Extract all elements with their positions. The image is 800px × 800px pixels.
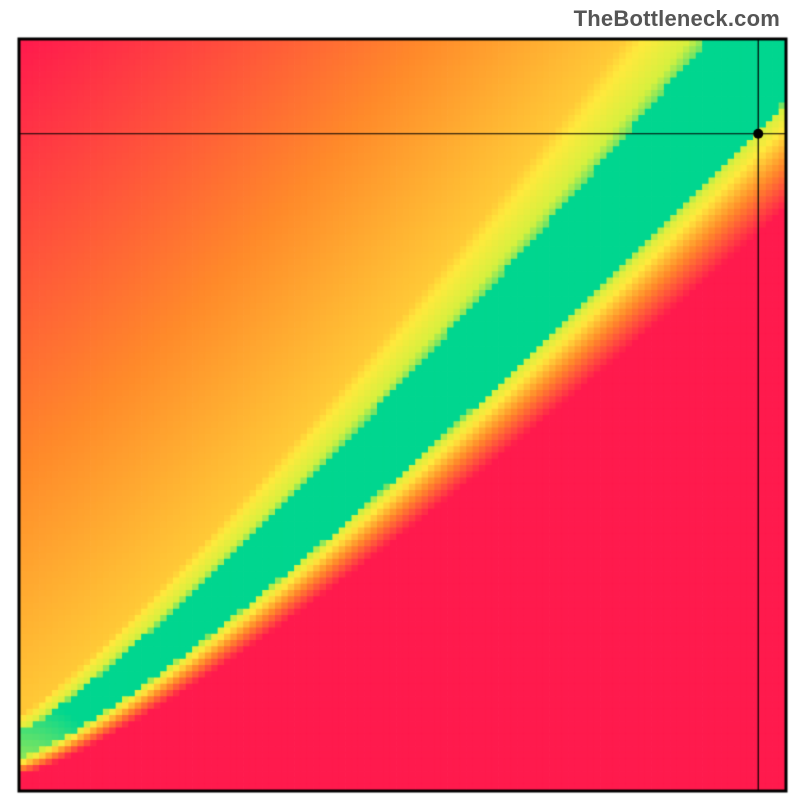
bottleneck-heatmap [0, 0, 800, 800]
watermark-text: TheBottleneck.com [574, 6, 780, 32]
